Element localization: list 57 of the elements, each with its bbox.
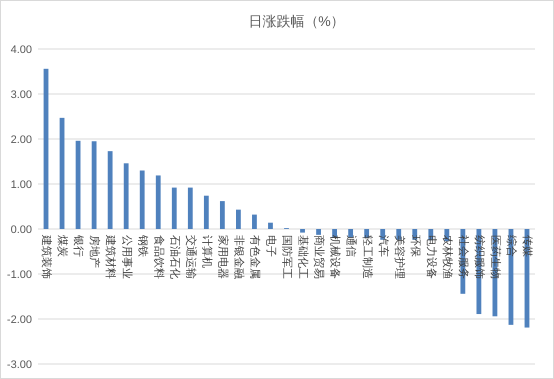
bar xyxy=(156,175,161,229)
x-tick-label: 石油石化 xyxy=(168,235,182,279)
x-tick-label: 美容护理 xyxy=(392,235,406,279)
bar xyxy=(60,118,64,229)
bar xyxy=(236,210,241,229)
x-tick-label: 交通运输 xyxy=(184,235,198,279)
x-tick-label: 通信 xyxy=(344,235,358,257)
x-tick-label: 社会服务 xyxy=(456,235,470,279)
x-tick-label: 机械设备 xyxy=(328,235,342,279)
x-tick-label: 非银金融 xyxy=(232,235,246,279)
bar xyxy=(204,196,209,229)
bar xyxy=(76,140,80,229)
y-tick-label: -2.00 xyxy=(6,314,32,326)
x-tick-label: 医药生物 xyxy=(489,235,502,279)
x-tick-label: 家用电器 xyxy=(216,235,230,279)
x-tick-label: 环保 xyxy=(408,235,421,257)
bar xyxy=(252,214,257,229)
x-tick-label: 基础化工 xyxy=(296,235,310,279)
x-tick-label: 钢铁 xyxy=(136,234,148,257)
bar xyxy=(172,188,177,229)
x-tick-label: 计算机 xyxy=(200,235,214,268)
bar xyxy=(300,229,305,233)
x-tick-label: 农林牧渔 xyxy=(440,235,454,279)
chart-title: 日涨跌幅（%） xyxy=(248,13,345,29)
x-tick-label: 有色金属 xyxy=(248,235,261,279)
bar xyxy=(140,170,145,229)
bar xyxy=(124,163,129,229)
x-tick-label: 建筑材料 xyxy=(104,234,118,279)
bar xyxy=(220,201,225,229)
x-tick-label: 建筑装饰 xyxy=(40,234,54,279)
bar xyxy=(316,229,321,235)
y-tick-label: -1.00 xyxy=(6,269,32,281)
x-tick-label: 汽车 xyxy=(376,235,390,257)
bar xyxy=(188,188,193,229)
x-tick-label: 房地产 xyxy=(88,235,102,268)
x-tick-label: 银行 xyxy=(72,234,84,257)
x-tick-label: 综合 xyxy=(505,235,518,257)
x-tick-label: 传媒 xyxy=(521,235,534,257)
x-tick-label: 食品饮料 xyxy=(152,235,166,279)
bar xyxy=(44,68,48,229)
bar xyxy=(92,141,97,229)
y-tick-label: -3.00 xyxy=(6,359,32,371)
x-tick-label: 电子 xyxy=(264,235,278,257)
x-tick-label: 轻工制造 xyxy=(360,235,374,279)
y-tick-label: 3.00 xyxy=(10,89,32,101)
bar xyxy=(268,222,273,229)
y-tick-label: 1.00 xyxy=(10,179,32,191)
x-tick-label: 煤炭 xyxy=(56,235,70,257)
y-tick-label: 2.00 xyxy=(10,134,32,146)
x-tick-label: 国防军工 xyxy=(280,235,294,279)
y-tick-label: 0.00 xyxy=(10,224,32,236)
x-tick-label: 公用事业 xyxy=(120,235,134,279)
x-tick-label: 商业贸易 xyxy=(312,235,326,279)
bar xyxy=(108,151,113,229)
x-tick-label: 电力设备 xyxy=(424,235,438,279)
x-tick-label: 纺织服饰 xyxy=(472,235,486,279)
y-tick-label: 4.00 xyxy=(10,44,32,56)
